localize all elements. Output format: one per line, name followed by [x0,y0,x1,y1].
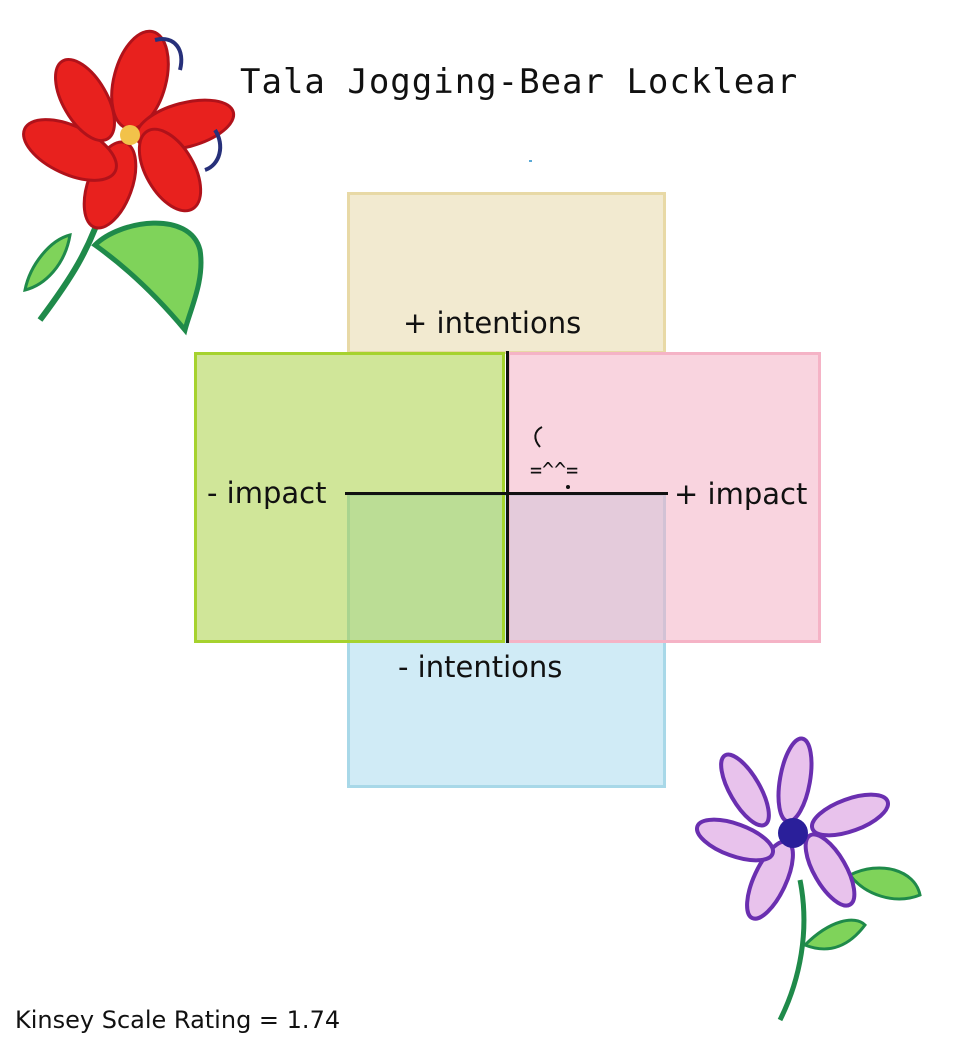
intentions-axis [506,351,509,643]
page-title: Tala Jogging-Bear Locklear [240,62,799,102]
label-positive-impact: + impact [674,477,808,511]
stray-dot [529,160,532,162]
cat-nose-dot [566,485,570,489]
red-flower-icon [22,29,236,336]
purple-flower-icon [695,736,922,1022]
label-negative-impact: - impact [207,476,327,510]
positive-impact-box [507,352,821,643]
cat-ears-icon [534,426,543,448]
cat-face-marker: =^^= [530,458,579,482]
positive-intentions-box [347,192,666,354]
kinsey-scale-rating: Kinsey Scale Rating = 1.74 [15,1006,341,1034]
negative-impact-box [194,352,505,643]
label-negative-intentions: - intentions [398,650,563,684]
label-positive-intentions: + intentions [403,306,582,340]
